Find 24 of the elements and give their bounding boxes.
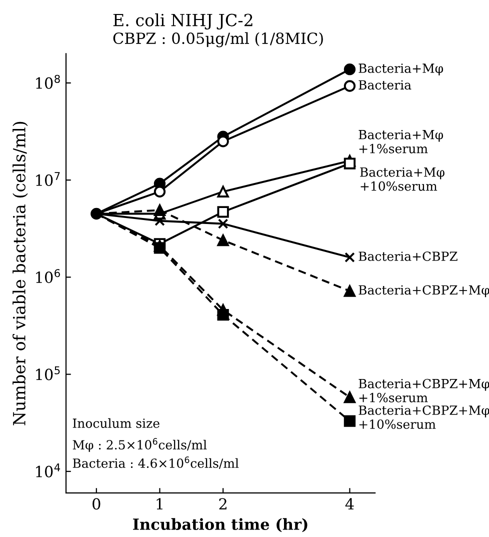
series-label: Bacteria+CBPZ+Mφ +10%serum (358, 405, 489, 429)
y-tick-label: 10$^{6}$ (36, 269, 60, 284)
series-label: Bacteria+Mφ (358, 64, 444, 76)
annotation: Bacteria : 4.6×10$^{6}$cells/ml (72, 456, 239, 469)
series-label: Bacteria+CBPZ (358, 252, 458, 261)
y-tick-label: 10$^{8}$ (36, 74, 60, 89)
annotation: Mφ : 2.5×10$^{6}$cells/ml (72, 438, 207, 452)
y-tick-label: 10$^{7}$ (36, 172, 60, 186)
series-label: Bacteria+Mφ +1%serum (358, 130, 444, 154)
chart-subtitle: CBPZ : 0.05μg/ml (1/8MIC) (113, 32, 323, 48)
series-label: Bacteria+CBPZ+Mφ (358, 285, 489, 298)
x-axis-title: Incubation time (hr) (133, 518, 308, 532)
series-label: Bacteria+Mφ +10%serum (360, 167, 444, 191)
series-label: Bacteria (358, 80, 412, 90)
y-axis-title: Number of viable bacteria (cells/ml) (12, 122, 28, 426)
annotation: Inoculum size (72, 418, 160, 428)
y-tick-label: 10$^{4}$ (36, 463, 60, 478)
chart-title: E. coli NIHJ JC-2 (113, 13, 252, 30)
x-tick-label: 2 (219, 498, 226, 510)
x-tick-label: 0 (92, 498, 100, 510)
x-tick-label: 1 (156, 498, 162, 510)
x-tick-label: 4 (345, 498, 354, 510)
y-tick-label: 10$^{5}$ (36, 366, 60, 380)
series-label: Bacteria+CBPZ+Mφ +1%serum (358, 378, 489, 402)
